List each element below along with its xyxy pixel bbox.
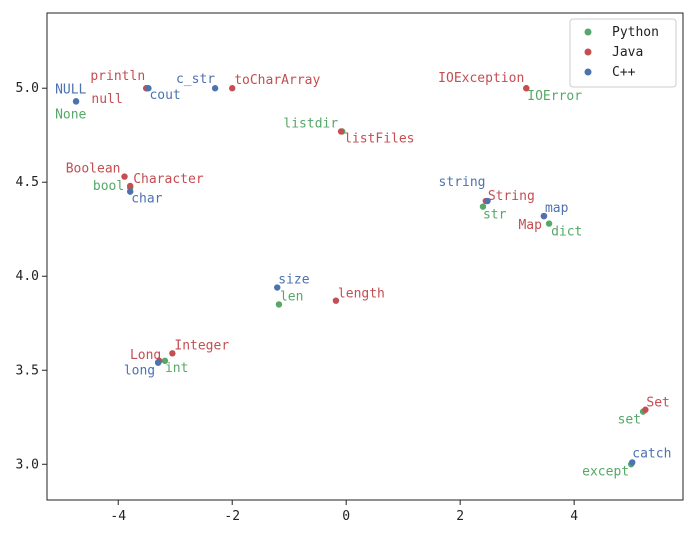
point-label: Boolean <box>66 162 121 177</box>
plot-frame <box>46 12 684 501</box>
legend-label: Java <box>612 45 643 60</box>
point <box>229 85 236 92</box>
point <box>127 182 134 190</box>
point-label: println <box>90 69 145 84</box>
point-label: cout <box>149 88 180 103</box>
point-label: dict <box>551 225 582 240</box>
point-label: size <box>278 273 309 288</box>
point-label: Map <box>518 218 542 233</box>
point-label: Set <box>646 396 669 411</box>
point <box>332 297 340 304</box>
y-tick-label: 3.0 <box>16 457 39 472</box>
point-label: length <box>338 287 385 302</box>
point <box>211 85 219 92</box>
legend-marker <box>584 48 592 56</box>
point-label: long <box>124 364 155 379</box>
point <box>127 188 134 195</box>
x-tick-label: -4 <box>110 509 126 524</box>
point-label: set <box>618 413 641 428</box>
y-tick-label: 4.5 <box>16 175 39 190</box>
point-label: Character <box>133 172 204 187</box>
legend-box <box>569 18 677 88</box>
point <box>274 284 281 291</box>
point <box>72 98 80 105</box>
point-label: IOError <box>527 89 582 104</box>
point-label: except <box>582 464 629 479</box>
y-tick-label: 3.5 <box>16 363 39 378</box>
point-label: toCharArray <box>234 73 320 88</box>
point <box>642 406 649 413</box>
legend-marker <box>584 28 592 36</box>
point-label: catch <box>632 446 671 461</box>
point-label: bool <box>93 179 124 194</box>
point-label: listdir <box>283 116 338 131</box>
point <box>484 197 491 205</box>
legend-label: Python <box>612 25 659 40</box>
point-label: String <box>488 189 535 204</box>
point-label: None <box>55 107 86 122</box>
point-label: NULL <box>55 82 86 97</box>
point-label: string <box>439 175 486 190</box>
legend-marker <box>584 68 592 76</box>
point <box>540 212 548 220</box>
point-label: len <box>280 289 303 304</box>
point-label: c_str <box>176 72 215 87</box>
x-tick-label: 0 <box>342 509 350 524</box>
point <box>275 301 283 308</box>
point <box>154 359 162 366</box>
point-label: IOException <box>438 71 524 86</box>
legend-label: C++ <box>612 65 636 80</box>
y-tick-label: 5.0 <box>16 81 39 96</box>
point <box>629 459 636 466</box>
point-label: int <box>165 361 188 376</box>
point <box>523 85 530 92</box>
point <box>169 350 176 357</box>
point-label: listFiles <box>344 131 414 146</box>
x-tick-label: 2 <box>456 509 464 524</box>
point <box>337 128 345 135</box>
point-label: str <box>483 208 507 223</box>
y-tick-label: 4.0 <box>16 269 39 284</box>
point <box>161 357 169 365</box>
x-tick-label: -2 <box>224 509 240 524</box>
point-label: map <box>545 201 569 216</box>
point-label: Long <box>130 348 161 363</box>
point <box>479 203 487 210</box>
point-label: null <box>91 92 122 107</box>
point-label: char <box>131 192 162 207</box>
legend: Python Java C++ <box>569 18 677 88</box>
point <box>545 220 553 227</box>
point-label: Integer <box>174 338 229 353</box>
x-tick-label: 4 <box>570 509 578 524</box>
point <box>145 85 152 92</box>
point <box>121 173 128 180</box>
